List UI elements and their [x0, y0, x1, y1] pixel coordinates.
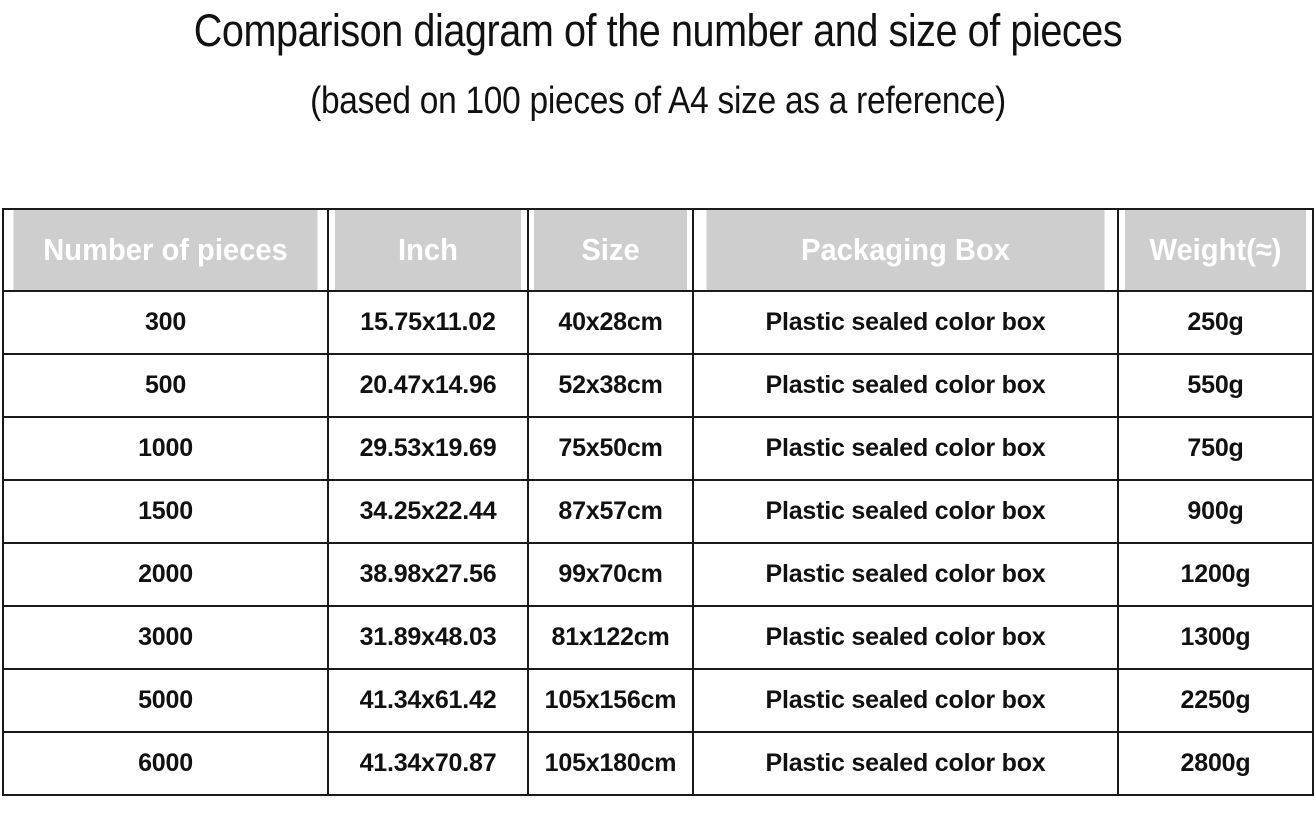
cell-inch: 15.75x11.02 — [327, 290, 529, 355]
cell-number-of-pieces: 2000 — [2, 542, 329, 607]
cell-weight: 1300g — [1117, 605, 1314, 670]
heading-block: Comparison diagram of the number and siz… — [0, 0, 1316, 124]
cell-size: 99x70cm — [527, 542, 694, 607]
table-row: 1000 29.53x19.69 75x50cm Plastic sealed col… — [2, 416, 1314, 481]
cell-packaging-box: Plastic sealed color box — [692, 353, 1119, 418]
column-header-packaging-box: Packaging Box — [704, 208, 1107, 292]
cell-number-of-pieces: 300 — [2, 290, 329, 355]
cell-weight: 900g — [1117, 479, 1314, 544]
cell-size: 81x122cm — [527, 605, 694, 670]
spec-table: Number of pieces Inch Size Packaging Box… — [2, 208, 1314, 796]
cell-weight: 1200g — [1117, 542, 1314, 607]
page-subtitle: (based on 100 pieces of A4 size as a ref… — [310, 80, 1006, 122]
cell-number-of-pieces: 3000 — [2, 605, 329, 670]
header-row: Number of pieces Inch Size Packaging Box… — [3, 208, 1313, 292]
cell-weight: 2800g — [1117, 731, 1314, 796]
cell-inch: 41.34x70.87 — [327, 731, 529, 796]
cell-packaging-box: Plastic sealed color box — [692, 290, 1119, 355]
table-row: 6000 41.34x70.87 105x180cm Plastic sealed c… — [2, 731, 1314, 796]
cell-size: 105x180cm — [527, 731, 694, 796]
column-header-number-of-pieces: Number of pieces — [11, 208, 320, 292]
cell-number-of-pieces: 500 — [2, 353, 329, 418]
cell-size: 52x38cm — [527, 353, 694, 418]
cell-number-of-pieces: 1000 — [2, 416, 329, 481]
spec-table-container: Number of pieces Inch Size Packaging Box… — [2, 208, 1314, 813]
cell-number-of-pieces: 1500 — [2, 479, 329, 544]
table-row: 3000 31.89x48.03 81x122cm Plastic sealed co… — [2, 605, 1314, 670]
cell-packaging-box: Plastic sealed color box — [692, 479, 1119, 544]
table-row: 300 15.75x11.02 40x28cm Plastic sealed colo… — [2, 290, 1314, 355]
cell-packaging-box: Plastic sealed color box — [692, 668, 1119, 733]
table-row: 2000 38.98x27.56 99x70cm Plastic sealed col… — [2, 542, 1314, 607]
cell-inch: 20.47x14.96 — [327, 353, 529, 418]
cell-weight: 250g — [1117, 290, 1314, 355]
cell-inch: 41.34x61.42 — [327, 668, 529, 733]
table-header: Number of pieces Inch Size Packaging Box… — [3, 208, 1313, 292]
cell-packaging-box: Plastic sealed color box — [692, 416, 1119, 481]
cell-size: 87x57cm — [527, 479, 694, 544]
cell-number-of-pieces: 5000 — [2, 668, 329, 733]
cell-size: 105x156cm — [527, 668, 694, 733]
cell-inch: 34.25x22.44 — [327, 479, 529, 544]
cell-weight: 750g — [1117, 416, 1314, 481]
cell-packaging-box: Plastic sealed color box — [692, 605, 1119, 670]
cell-inch: 38.98x27.56 — [327, 542, 529, 607]
table-row: 1500 34.25x22.44 87x57cm Plastic sealed col… — [2, 479, 1314, 544]
table-row: 500 20.47x14.96 52x38cm Plastic sealed colo… — [2, 353, 1314, 418]
cell-weight: 2250g — [1117, 668, 1314, 733]
cell-packaging-box: Plastic sealed color box — [692, 731, 1119, 796]
cell-size: 75x50cm — [527, 416, 694, 481]
cell-weight: 550g — [1117, 353, 1314, 418]
cell-packaging-box: Plastic sealed color box — [692, 542, 1119, 607]
cell-size: 40x28cm — [527, 290, 694, 355]
page-title: Comparison diagram of the number and siz… — [193, 5, 1123, 56]
cell-inch: 29.53x19.69 — [327, 416, 529, 481]
cell-inch: 31.89x48.03 — [327, 605, 529, 670]
table-body: 300 15.75x11.02 40x28cm Plastic sealed colo… — [2, 290, 1314, 796]
table-row: 5000 41.34x61.42 105x156cm Plastic sealed c… — [2, 668, 1314, 733]
column-header-size: Size — [532, 208, 689, 292]
column-header-inch: Inch — [333, 208, 523, 292]
column-header-weight: Weight(≈) — [1122, 208, 1309, 292]
cell-number-of-pieces: 6000 — [2, 731, 329, 796]
